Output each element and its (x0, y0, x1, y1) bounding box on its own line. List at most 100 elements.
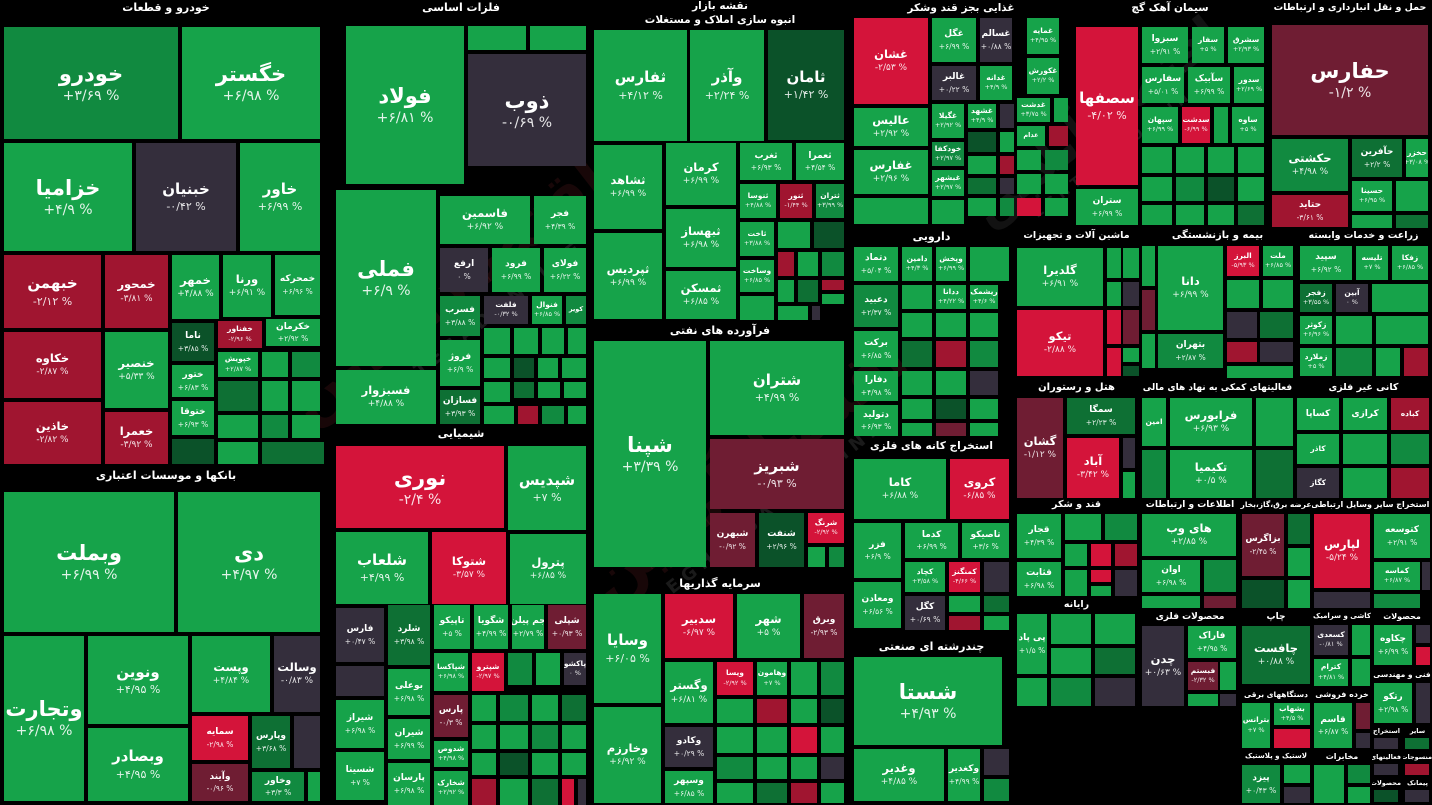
stock-tile-فروژ[interactable]: فروژ +۶/۹ % (440, 340, 480, 386)
stock-tile[interactable] (936, 399, 966, 419)
stock-tile-سدشت[interactable]: سدشت -۶/۹۹ % (1182, 107, 1210, 143)
stock-tile-زکوثر[interactable]: زکوثر +۶/۹۶ % (1300, 316, 1332, 344)
stock-tile-سبزوا[interactable]: سبزوا +۲/۹۱ % (1142, 27, 1188, 63)
stock-tile[interactable] (1256, 398, 1293, 446)
stock-tile-سمگا[interactable]: سمگا +۲/۲۳ % (1067, 398, 1135, 434)
stock-tile[interactable] (1356, 733, 1370, 748)
stock-tile[interactable] (292, 381, 320, 411)
stock-tile-سدور[interactable]: سدور +۲/۶۹ % (1234, 67, 1264, 103)
stock-tile-حتاید[interactable]: حتاید -۳/۶۱ % (1272, 195, 1348, 227)
stock-tile-ثاخت[interactable]: ثاخت +۳/۸۸ % (740, 222, 774, 256)
stock-tile[interactable] (1176, 205, 1204, 225)
stock-tile[interactable] (970, 313, 998, 337)
stock-tile-کگاز[interactable]: کگاز (1297, 468, 1339, 498)
stock-tile-سآبیک[interactable]: سآبیک +۶/۹۹ % (1188, 67, 1230, 103)
stock-tile[interactable] (172, 439, 214, 464)
stock-tile-خبنیان[interactable]: خبنیان -۰/۴۲ % (136, 143, 236, 251)
stock-tile[interactable] (218, 415, 258, 438)
stock-tile-بشهاب[interactable]: بشهاب +۴/۵ % (1274, 703, 1310, 725)
stock-tile-کباده[interactable]: کباده (1391, 398, 1429, 430)
stock-tile[interactable] (1051, 648, 1091, 674)
stock-tile[interactable] (936, 341, 966, 367)
stock-tile-فلفت[interactable]: فلفت -۰/۳۲ % (484, 296, 528, 324)
stock-tile[interactable] (798, 280, 818, 302)
stock-tile[interactable] (1416, 625, 1430, 643)
stock-tile[interactable] (518, 406, 538, 424)
stock-tile-فاسمین[interactable]: فاسمین +۶/۹۲ % (440, 196, 530, 244)
stock-tile[interactable] (1376, 316, 1428, 344)
stock-tile-غفارس[interactable]: غفارس +۲/۹۶ % (854, 150, 928, 194)
stock-tile-حسینا[interactable]: حسینا +۶/۹۵ % (1352, 181, 1392, 211)
stock-tile-سپهان[interactable]: سپهان +۶/۹۹ % (1142, 107, 1178, 143)
stock-tile[interactable] (1000, 156, 1014, 174)
stock-tile-شیران[interactable]: شیران +۶/۹۹ % (388, 719, 430, 759)
stock-tile-شتران[interactable]: شتران +۴/۹۹ % (710, 341, 844, 435)
stock-tile[interactable] (294, 716, 320, 768)
stock-tile[interactable] (1054, 98, 1068, 122)
stock-tile-اوان[interactable]: اوان +۶/۹۸ % (1142, 560, 1200, 592)
stock-tile[interactable] (1227, 280, 1259, 308)
stock-tile-شهر[interactable]: شهر +۵ % (737, 594, 800, 658)
stock-tile[interactable] (1284, 765, 1310, 783)
stock-tile-ثپردیس[interactable]: ثپردیس +۶/۹۹ % (594, 233, 662, 319)
stock-tile-وسایا[interactable]: وسایا +۶/۰۵ % (594, 594, 661, 703)
stock-tile[interactable] (1238, 147, 1264, 173)
stock-tile[interactable] (514, 328, 538, 354)
stock-tile-غدشت[interactable]: غدشت +۳/۷۵ % (1017, 98, 1050, 122)
stock-tile-وپارس[interactable]: وپارس +۳/۶۸ % (252, 716, 290, 768)
stock-tile-وبصادر[interactable]: وبصادر +۴/۹۵ % (88, 728, 188, 801)
stock-tile-سپید[interactable]: سپید +۶/۹۲ % (1300, 246, 1352, 280)
stock-tile-خعمرا[interactable]: خعمرا -۳/۹۲ % (105, 412, 168, 464)
stock-tile[interactable] (791, 783, 817, 803)
stock-tile[interactable] (1091, 570, 1111, 582)
stock-tile-فاراک[interactable]: فاراک +۴/۹۵ % (1188, 626, 1236, 658)
stock-tile-چکاوه[interactable]: چکاوه +۶/۹۹ % (1374, 625, 1412, 665)
stock-tile-تاپیکو[interactable]: تاپیکو +۵ % (434, 605, 470, 649)
stock-tile[interactable] (822, 252, 844, 276)
stock-tile[interactable] (1065, 544, 1087, 566)
stock-tile[interactable] (1017, 174, 1041, 194)
stock-tile[interactable] (1142, 205, 1172, 225)
stock-tile-شیراز[interactable]: شیراز +۶/۹۸ % (336, 700, 384, 748)
stock-tile-حفارس[interactable]: حفارس -۱/۲ % (1272, 25, 1428, 135)
stock-tile[interactable] (984, 596, 1009, 612)
stock-tile[interactable] (1123, 310, 1139, 344)
stock-tile-خپویش[interactable]: خپویش +۲/۸۷ % (218, 352, 258, 377)
stock-tile[interactable] (808, 547, 825, 567)
stock-tile-پارس[interactable]: پارس -۰/۳ % (434, 695, 468, 737)
stock-tile[interactable] (484, 382, 510, 402)
stock-tile-فجر[interactable]: فجر +۴/۳۹ % (534, 196, 586, 244)
stock-tile[interactable] (578, 779, 586, 805)
stock-tile[interactable] (562, 753, 586, 775)
stock-tile[interactable] (262, 381, 288, 411)
stock-tile-وخاور[interactable]: وخاور +۳/۳ % (252, 772, 304, 801)
stock-tile[interactable] (1227, 342, 1257, 362)
stock-tile[interactable] (1123, 248, 1139, 278)
stock-tile-غشهد[interactable]: غشهد +۴/۹ % (968, 104, 996, 128)
stock-tile-ورنا[interactable]: ورنا +۶/۹۱ % (223, 255, 271, 317)
stock-tile-لپارس[interactable]: لپارس -۵/۲۴ % (1314, 514, 1370, 588)
stock-tile-ثفارس[interactable]: ثفارس +۴/۱۲ % (594, 30, 687, 141)
stock-tile-ونوین[interactable]: ونوین +۴/۹۵ % (88, 636, 188, 724)
stock-tile[interactable] (292, 352, 320, 377)
stock-tile-غدانه[interactable]: غدانه +۴/۹ % (980, 66, 1012, 100)
stock-tile[interactable] (1348, 787, 1370, 803)
stock-tile-شگویا[interactable]: شگویا +۴/۹۹ % (474, 605, 508, 649)
stock-tile[interactable] (757, 727, 787, 753)
stock-tile-تکیمیا[interactable]: تکیمیا +۰/۵ % (1170, 450, 1252, 498)
stock-tile-غبشهر[interactable]: غبشهر +۲/۹۷ % (932, 170, 964, 196)
stock-tile-خمهر[interactable]: خمهر +۴/۸۸ % (172, 255, 219, 319)
stock-tile[interactable] (1314, 765, 1344, 803)
stock-tile[interactable] (970, 341, 998, 367)
stock-tile[interactable] (1123, 366, 1139, 376)
stock-tile-زملارد[interactable]: زملارد +۵ % (1300, 348, 1332, 376)
stock-tile[interactable] (778, 222, 810, 248)
stock-tile[interactable] (1091, 586, 1111, 596)
stock-tile[interactable] (1396, 215, 1428, 228)
stock-tile-شرنگ[interactable]: شرنگ -۲/۹۲ % (808, 513, 844, 543)
stock-tile[interactable] (514, 382, 534, 398)
stock-tile[interactable] (791, 727, 817, 753)
stock-tile[interactable] (1051, 614, 1091, 644)
stock-tile-غشان[interactable]: غشان -۲/۵۳ % (854, 18, 928, 104)
stock-tile[interactable] (949, 616, 980, 630)
